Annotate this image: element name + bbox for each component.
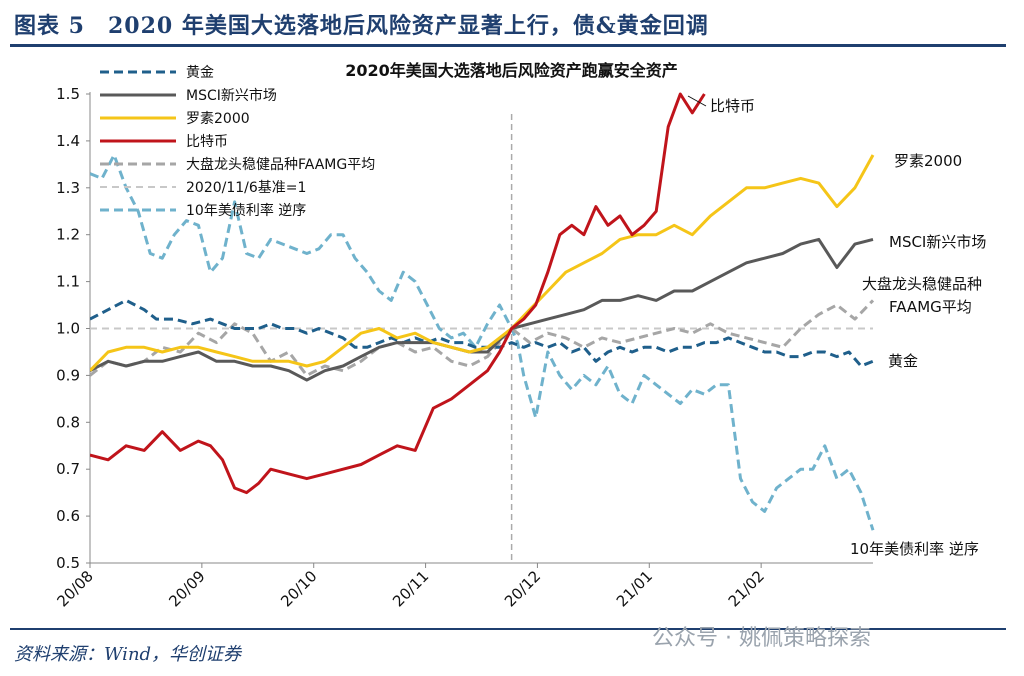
end-label: 大盘龙头稳健品种: [862, 275, 982, 293]
y-tick-label: 1.4: [56, 132, 80, 150]
y-tick-label: 0.8: [56, 413, 80, 431]
series-line-6: [90, 153, 875, 531]
series-line-2: [90, 154, 875, 372]
legend-label: 比特币: [186, 134, 228, 150]
chart-title: 2020年美国大选落地后风险资产跑赢安全资产: [345, 61, 678, 80]
end-label: 10年美债利率 逆序: [850, 540, 979, 558]
end-label: MSCI新兴市场: [889, 233, 986, 251]
end-label: 比特币: [710, 97, 755, 115]
y-tick-label: 0.6: [56, 507, 80, 525]
end-label: 黄金: [888, 352, 918, 370]
series-line-3: [90, 92, 706, 495]
x-tick-label: 20/09: [165, 567, 208, 610]
legend-label: 罗素2000: [186, 111, 250, 127]
end-label: 罗素2000: [894, 152, 962, 170]
y-tick-label: 1.0: [56, 320, 80, 338]
legend-label: 黄金: [186, 64, 214, 81]
end-label-leader: [687, 95, 707, 107]
legend-label: 2020/11/6基准=1: [186, 179, 306, 196]
x-tick-label: 20/08: [54, 567, 97, 610]
legend-label: 10年美债利率 逆序: [186, 202, 306, 219]
figure-title: 图表 5 2020 年美国大选落地后风险资产显著上行，债&黄金回调: [14, 13, 709, 39]
watermark: 公众号 · 姚佩策略探索: [652, 626, 871, 651]
line-chart: 2020年美国大选落地后风险资产跑赢安全资产 0.5 0.6 0.7 0.8 0.9 1.0…: [54, 61, 987, 610]
x-tick-label: 20/11: [389, 567, 432, 610]
x-tick-label: 21/01: [613, 567, 656, 610]
series-line-4: [90, 299, 875, 377]
legend-label: MSCI新兴市场: [186, 87, 277, 104]
legend-label: 大盘龙头稳健品种FAAMG平均: [186, 156, 375, 173]
source-rule: [10, 628, 1006, 630]
title-rule: [10, 44, 1006, 47]
series-line-0: [90, 298, 874, 368]
y-tick-label: 1.2: [56, 226, 80, 244]
end-label: FAAMG平均: [889, 298, 972, 316]
x-tick-label: 20/10: [277, 567, 320, 610]
series-line-1: [90, 237, 874, 382]
y-tick-label: 1.5: [56, 85, 80, 103]
y-tick-label: 0.5: [56, 554, 80, 572]
y-tick-label: 0.9: [56, 366, 80, 384]
source-note: 资料来源：Wind，华创证券: [14, 644, 242, 665]
x-tick-label: 20/12: [501, 567, 544, 610]
y-tick-label: 0.7: [56, 460, 80, 478]
y-tick-label: 1.3: [56, 179, 80, 197]
y-tick-label: 1.1: [56, 273, 80, 291]
x-tick-label: 21/02: [725, 567, 768, 610]
